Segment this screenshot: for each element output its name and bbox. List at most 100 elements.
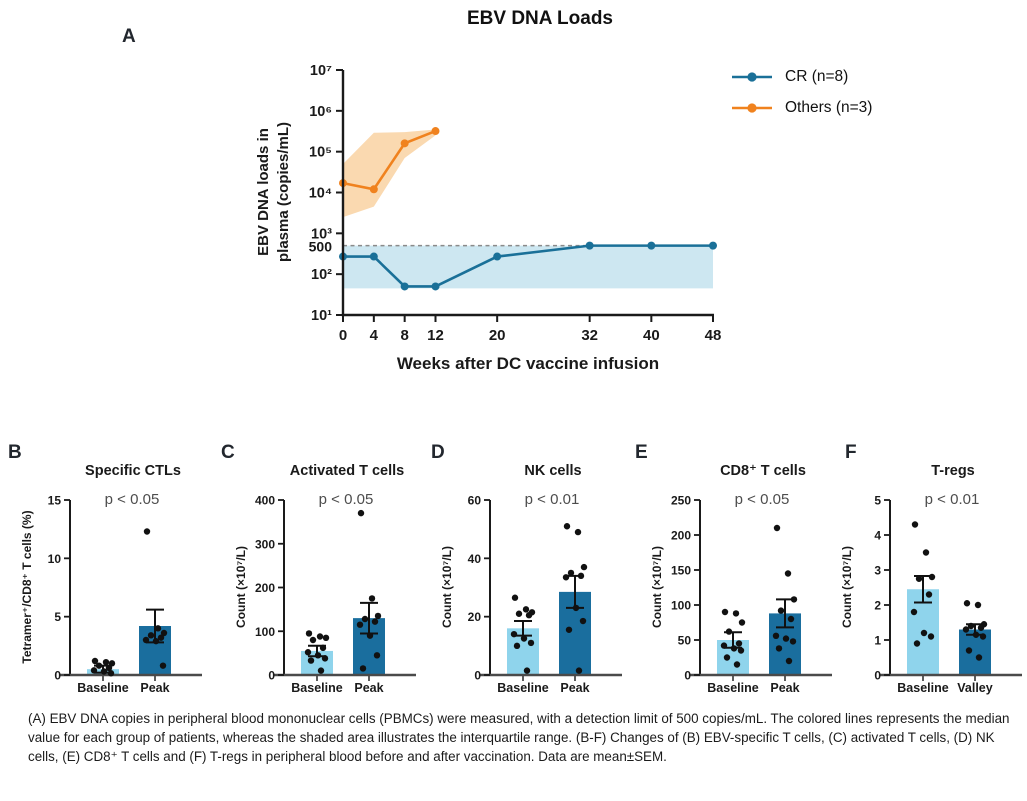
- data-dot: [575, 667, 583, 674]
- data-dot: [777, 607, 785, 614]
- panel-label-f: F: [845, 442, 857, 463]
- y-tick-label: 0: [474, 669, 481, 683]
- panel-title: Specific CTLs: [85, 463, 181, 479]
- data-dot: [100, 668, 108, 675]
- panel-title: NK cells: [524, 463, 581, 479]
- data-dot: [108, 660, 116, 667]
- data-point: [647, 241, 656, 250]
- data-point: [708, 241, 717, 250]
- data-dot: [738, 619, 746, 626]
- x-category-label: Peak: [770, 681, 799, 695]
- data-dot: [928, 573, 936, 581]
- x-tick-label: 32: [581, 327, 598, 344]
- data-dot: [735, 640, 743, 647]
- activated-t-cells-bar-chart: Activated T cells p < 0.05 0 100 200 300 400 Ba…: [234, 463, 416, 695]
- median-line: [342, 129, 436, 191]
- data-dot: [160, 629, 168, 637]
- data-dot: [725, 628, 733, 635]
- data-dot: [152, 637, 160, 645]
- data-dot: [565, 626, 573, 633]
- data-dot: [977, 624, 985, 631]
- data-dot: [356, 621, 364, 628]
- data-dot: [720, 642, 728, 649]
- y-tick-label: 0: [54, 669, 61, 683]
- y-tick-label: 0: [684, 669, 691, 683]
- data-dot: [775, 645, 783, 652]
- data-dot: [523, 667, 531, 674]
- data-dot: [567, 569, 575, 577]
- y-tick-label: 2: [874, 599, 881, 613]
- data-dot: [511, 594, 519, 601]
- data-dot: [974, 601, 982, 609]
- legend-line-dot-icon: [732, 103, 772, 113]
- p-value: p < 0.01: [525, 491, 580, 508]
- data-dot: [513, 642, 521, 650]
- y-tick-label: 10⁶: [309, 104, 332, 120]
- data-dot: [107, 670, 115, 677]
- data-dot: [147, 632, 155, 639]
- data-dot: [580, 563, 588, 571]
- data-dot: [157, 634, 165, 641]
- data-point: [369, 252, 378, 261]
- panel-label-e: E: [635, 442, 648, 463]
- data-dot: [510, 630, 518, 638]
- p-value: p < 0.05: [319, 491, 374, 508]
- data-dot: [91, 657, 99, 665]
- panel-label-c: C: [221, 442, 235, 463]
- median-line: [343, 244, 713, 288]
- y-axis-title: Count (×10⁷/L): [840, 546, 854, 628]
- data-point: [431, 127, 440, 136]
- y-tick-label: 10: [48, 552, 62, 566]
- detection-limit-label: 500: [309, 239, 333, 255]
- y-tick-label: 4: [874, 529, 881, 543]
- y-tick-label: 15: [48, 494, 62, 508]
- data-dot: [305, 630, 313, 637]
- data-dot: [361, 615, 369, 623]
- data-point: [585, 241, 594, 250]
- data-dot: [975, 654, 983, 661]
- data-dot: [920, 629, 928, 637]
- legend-label-others: Others (n=3): [785, 99, 873, 116]
- data-dot: [562, 574, 570, 581]
- data-dot: [520, 635, 528, 642]
- p-value: p < 0.05: [105, 491, 160, 508]
- data-dot: [913, 640, 921, 647]
- x-axis-title: Weeks after DC vaccine infusion: [397, 354, 659, 373]
- specific-ctls-bar-chart: Specific CTLs p < 0.05 0 5 10 15 Baseline Peak T…: [20, 463, 202, 695]
- x-category-label: Valley: [957, 681, 992, 695]
- y-tick-label: 50: [678, 634, 692, 648]
- data-point: [369, 185, 378, 194]
- y-tick-label: 300: [255, 537, 275, 551]
- data-dot: [723, 654, 731, 661]
- data-dot: [963, 600, 971, 607]
- p-value: p < 0.01: [925, 491, 980, 508]
- y-tick-label: 10¹: [311, 308, 332, 324]
- y-tick-label: 100: [255, 625, 275, 639]
- data-dot: [563, 523, 571, 530]
- data-point: [493, 252, 502, 261]
- data-point: [431, 282, 440, 291]
- y-tick-label: 200: [671, 529, 691, 543]
- data-dot: [373, 652, 381, 659]
- y-tick-label: 3: [874, 564, 881, 578]
- data-dot: [309, 636, 317, 644]
- figure-caption: (A) EBV DNA copies in peripheral blood m…: [28, 711, 1010, 765]
- data-dot: [159, 662, 167, 669]
- y-tick-label: 10⁵: [309, 145, 332, 161]
- data-dot: [789, 638, 797, 645]
- data-dot: [95, 662, 103, 669]
- data-dot: [317, 667, 325, 674]
- x-category-label: Baseline: [897, 681, 948, 695]
- data-dot: [142, 636, 150, 644]
- data-dot: [359, 665, 367, 672]
- p-value: p < 0.05: [735, 491, 790, 508]
- panel-label-a: A: [122, 26, 136, 47]
- data-dot: [732, 610, 740, 617]
- legend-item-others: Others (n=3): [732, 99, 872, 117]
- data-dot: [90, 667, 98, 674]
- legend-item-cr: CR (n=8): [732, 68, 872, 86]
- data-dot: [730, 645, 738, 652]
- data-dot: [572, 604, 580, 612]
